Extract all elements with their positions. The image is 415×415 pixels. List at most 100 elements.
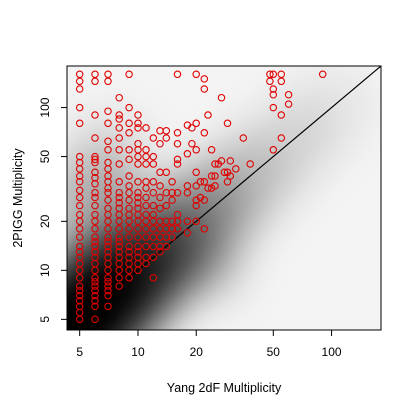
data-point xyxy=(75,302,84,311)
data-point xyxy=(134,253,142,262)
data-point xyxy=(75,282,84,290)
data-point xyxy=(266,77,274,86)
data-point xyxy=(134,178,142,186)
data-point xyxy=(91,274,99,282)
data-point xyxy=(200,225,209,233)
data-point xyxy=(173,160,182,168)
data-point xyxy=(104,282,112,290)
data-point xyxy=(75,286,84,295)
data-point xyxy=(104,172,112,180)
data-point xyxy=(134,225,142,233)
data-point xyxy=(115,204,123,213)
y-tick-label: 20 xyxy=(38,214,52,228)
y-tick-label: 5 xyxy=(38,316,52,323)
data-point xyxy=(162,225,171,233)
data-point xyxy=(269,85,278,93)
data-point xyxy=(91,201,99,210)
data-point xyxy=(277,134,286,142)
data-point xyxy=(104,196,112,204)
data-point xyxy=(200,196,209,204)
data-point xyxy=(75,297,84,305)
data-point xyxy=(168,233,176,241)
data-point xyxy=(75,233,84,241)
data-point xyxy=(125,146,133,154)
data-point xyxy=(115,134,123,142)
y-tick-label: 10 xyxy=(38,263,52,277)
data-point xyxy=(104,137,112,146)
data-point xyxy=(269,103,278,112)
data-point xyxy=(104,274,112,282)
data-point xyxy=(192,168,200,177)
data-point xyxy=(91,152,99,161)
data-point xyxy=(115,225,123,233)
data-point xyxy=(156,248,164,256)
data-point xyxy=(142,242,150,251)
data-point xyxy=(134,193,142,202)
data-point xyxy=(75,186,84,195)
data-point xyxy=(183,217,192,226)
data-point xyxy=(134,188,142,197)
data-point xyxy=(134,124,142,132)
data-point xyxy=(200,129,209,137)
data-point xyxy=(277,111,286,119)
data-point xyxy=(156,193,164,202)
x-tick-label: 10 xyxy=(131,345,145,359)
data-point xyxy=(125,242,133,251)
data-point xyxy=(91,70,99,79)
data-point xyxy=(91,315,99,324)
data-point xyxy=(142,178,150,186)
data-point xyxy=(149,134,158,142)
y-tick-label: 50 xyxy=(38,150,52,164)
data-point xyxy=(162,242,171,251)
data-point xyxy=(149,201,158,210)
data-point xyxy=(134,160,142,168)
data-point xyxy=(104,204,112,213)
data-point xyxy=(239,134,248,142)
data-point xyxy=(104,233,112,241)
data-point xyxy=(188,139,196,148)
data-point xyxy=(75,193,84,202)
y-tick-label: 100 xyxy=(38,97,52,117)
data-point xyxy=(125,182,133,190)
data-point xyxy=(269,90,278,99)
data-point xyxy=(173,139,182,148)
data-point xyxy=(192,119,200,128)
data-point xyxy=(149,274,158,282)
data-point xyxy=(162,188,171,197)
data-point xyxy=(104,291,112,300)
data-point xyxy=(192,182,200,190)
data-point xyxy=(217,157,226,165)
data-point xyxy=(104,237,112,246)
data-point xyxy=(149,160,158,168)
data-point xyxy=(168,188,176,197)
data-point xyxy=(75,253,84,262)
data-point xyxy=(104,70,112,79)
data-point xyxy=(125,233,133,241)
data-point xyxy=(162,201,171,210)
data-point xyxy=(223,178,232,186)
data-point xyxy=(75,119,84,128)
data-point xyxy=(196,178,205,186)
data-point xyxy=(75,210,84,219)
x-tick-label: 50 xyxy=(267,345,281,359)
data-point xyxy=(226,172,235,180)
data-point xyxy=(162,233,171,241)
data-point xyxy=(183,150,192,158)
data-point xyxy=(183,182,192,190)
data-point xyxy=(104,286,112,295)
data-point xyxy=(125,172,133,180)
data-point xyxy=(91,111,99,119)
data-point xyxy=(125,103,133,112)
data-point xyxy=(200,178,209,186)
data-point xyxy=(115,111,123,119)
data-point xyxy=(91,297,99,305)
data-point xyxy=(134,111,142,119)
data-point xyxy=(91,188,99,197)
data-point xyxy=(266,70,274,79)
data-point xyxy=(149,152,158,161)
data-point xyxy=(91,253,99,262)
data-point xyxy=(91,282,99,290)
data-point xyxy=(168,178,176,186)
plot-area xyxy=(66,65,382,331)
